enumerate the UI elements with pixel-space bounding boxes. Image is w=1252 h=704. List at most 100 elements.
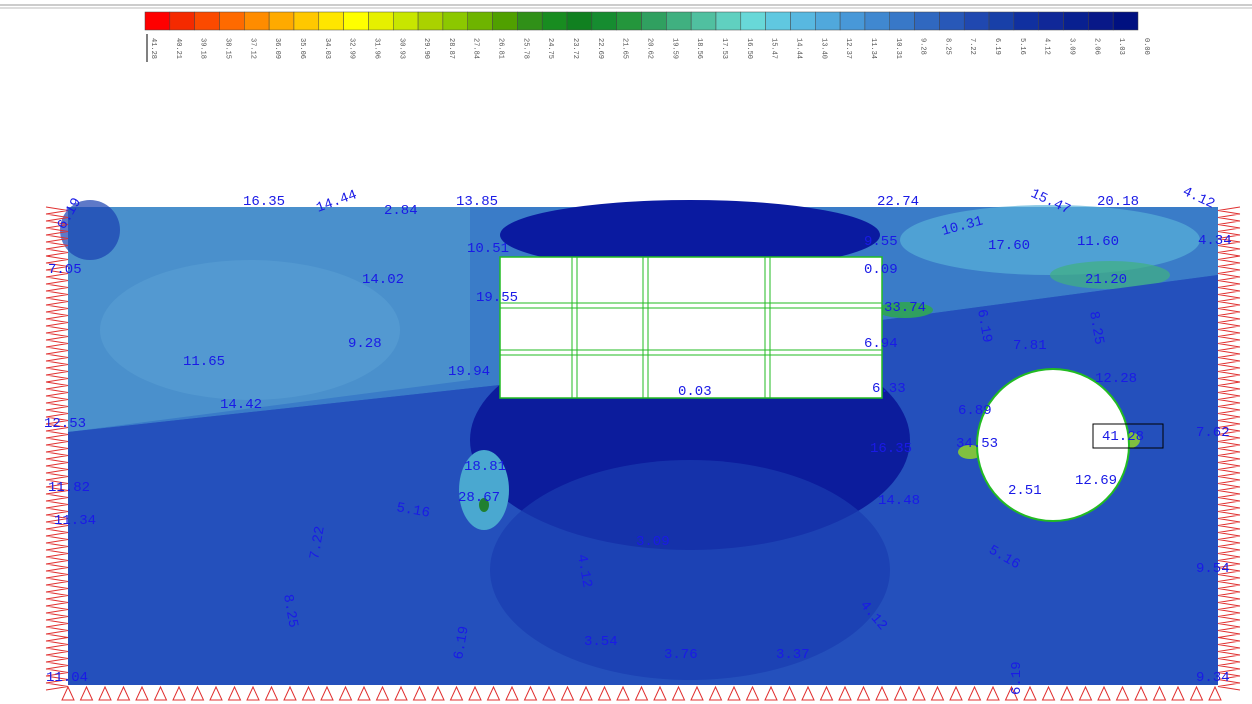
bottom-support (560, 685, 575, 701)
bottom-support (1041, 685, 1056, 701)
contour-label: 6.89 (958, 403, 992, 419)
colorbar-swatch (244, 11, 270, 31)
contour-label: 6.33 (872, 381, 906, 397)
colorbar-label: 35.06 (298, 38, 306, 59)
bottom-support (912, 685, 926, 701)
colorbar-swatch (1063, 11, 1089, 31)
bottom-support (172, 685, 186, 701)
colorbar-swatch (343, 11, 369, 31)
contour-label: 19.94 (448, 364, 490, 380)
contour-label: 4.12 (573, 553, 595, 589)
contour-label: 12.69 (1075, 473, 1117, 489)
bottom-support (690, 685, 704, 701)
colorbar-swatch (293, 11, 320, 31)
colorbar-swatch (988, 11, 1015, 31)
colorbar-label: 5.16 (1018, 38, 1026, 55)
colorbar-swatch (393, 11, 419, 31)
bottom-support (1189, 685, 1204, 701)
colorbar-label: 37.12 (248, 38, 256, 59)
contour-label: 8.25 (279, 593, 301, 629)
contour-label: 4.34 (1198, 233, 1232, 249)
contour-label: 21.20 (1085, 272, 1127, 288)
contour-label: 14.42 (220, 397, 262, 413)
colorbar-label: 32.99 (348, 38, 356, 59)
contour-label: 14.02 (362, 272, 404, 288)
contour-label: 20.18 (1097, 194, 1139, 210)
colorbar-swatch (442, 11, 468, 31)
bottom-support (449, 685, 464, 701)
bottom-support (597, 685, 612, 701)
colorbar-swatch (1088, 11, 1114, 31)
contour-label: 18.81 (464, 459, 506, 475)
colorbar-label: 27.84 (472, 38, 480, 59)
colorbar-label: 13.40 (819, 38, 827, 59)
colorbar-swatch (517, 11, 543, 31)
bottom-support (79, 685, 94, 701)
colorbar-swatch (467, 11, 493, 31)
contour-label: 11.04 (46, 670, 88, 686)
contour-label: 3.76 (664, 647, 698, 663)
colorbar-swatch (1112, 11, 1139, 31)
contour-label: 41.28 (1102, 429, 1144, 445)
contour-label: 33.74 (884, 300, 926, 316)
bottom-support (1023, 685, 1037, 701)
colorbar-swatch (815, 11, 841, 31)
bottom-support (209, 685, 223, 701)
colorbar-swatch (641, 11, 667, 31)
bottom-support (782, 685, 797, 701)
bottom-support (190, 685, 205, 701)
colorbar-swatch (666, 11, 692, 31)
bottom-support (357, 685, 371, 701)
colorbar-label: 31.96 (372, 38, 380, 59)
bottom-support (893, 685, 908, 701)
bottom-support (1152, 685, 1167, 701)
colorbar-label: 17.53 (720, 38, 728, 59)
contour-label: 11.82 (48, 480, 90, 496)
colorbar-label: 24.75 (546, 38, 554, 59)
colorbar-label: 7.22 (968, 38, 976, 55)
contour-label: 22.74 (877, 194, 919, 210)
bottom-support (320, 685, 334, 701)
colorbar-label: 38.15 (223, 38, 231, 59)
colorbar-label: 19.59 (670, 38, 678, 59)
colorbar-swatch (765, 11, 791, 31)
bottom-support (505, 685, 519, 701)
colorbar-label: 12.37 (844, 38, 852, 59)
contour-label: 8.25 (1085, 310, 1107, 346)
colorbar-swatch (169, 11, 195, 31)
colorbar-label: 3.09 (1068, 38, 1076, 55)
bottom-support (301, 685, 316, 701)
colorbar-label: 22.69 (596, 38, 604, 59)
bottom-support (1208, 685, 1222, 701)
contour-label: 6.19 (451, 625, 473, 661)
bottom-support (227, 685, 242, 701)
contour-label: 12.28 (1095, 371, 1137, 387)
bottom-support (1097, 685, 1111, 701)
contour-label: 9.55 (864, 234, 898, 250)
colorbar-label: 0.00 (1142, 38, 1150, 55)
bottom-support (727, 685, 741, 701)
bottom-support (1004, 685, 1019, 701)
colorbar-label: 41.28 (149, 38, 157, 59)
colorbar-swatch (194, 11, 220, 31)
bottom-support (764, 685, 778, 701)
bottom-support (653, 685, 667, 701)
contour-label: 7.22 (307, 525, 329, 561)
colorbar-label: 39.18 (199, 38, 207, 59)
contour-label: 2.84 (384, 203, 418, 219)
colorbar-swatch (417, 11, 444, 31)
bottom-support (486, 685, 501, 701)
contour-label: 16.35 (870, 441, 912, 457)
bottom-support (634, 685, 649, 701)
bottom-support (930, 685, 945, 701)
colorbar-label: 26.81 (497, 38, 505, 59)
contour-label: 7.05 (48, 262, 82, 278)
bottom-support (375, 685, 390, 701)
contour-label: 11.60 (1077, 234, 1119, 250)
colorbar-swatch (541, 11, 568, 31)
colorbar-swatch (616, 11, 642, 31)
colorbar-swatch (368, 11, 394, 31)
colorbar-swatch (492, 11, 518, 31)
bottom-support (967, 685, 982, 701)
contour-label: 16.35 (243, 194, 285, 210)
